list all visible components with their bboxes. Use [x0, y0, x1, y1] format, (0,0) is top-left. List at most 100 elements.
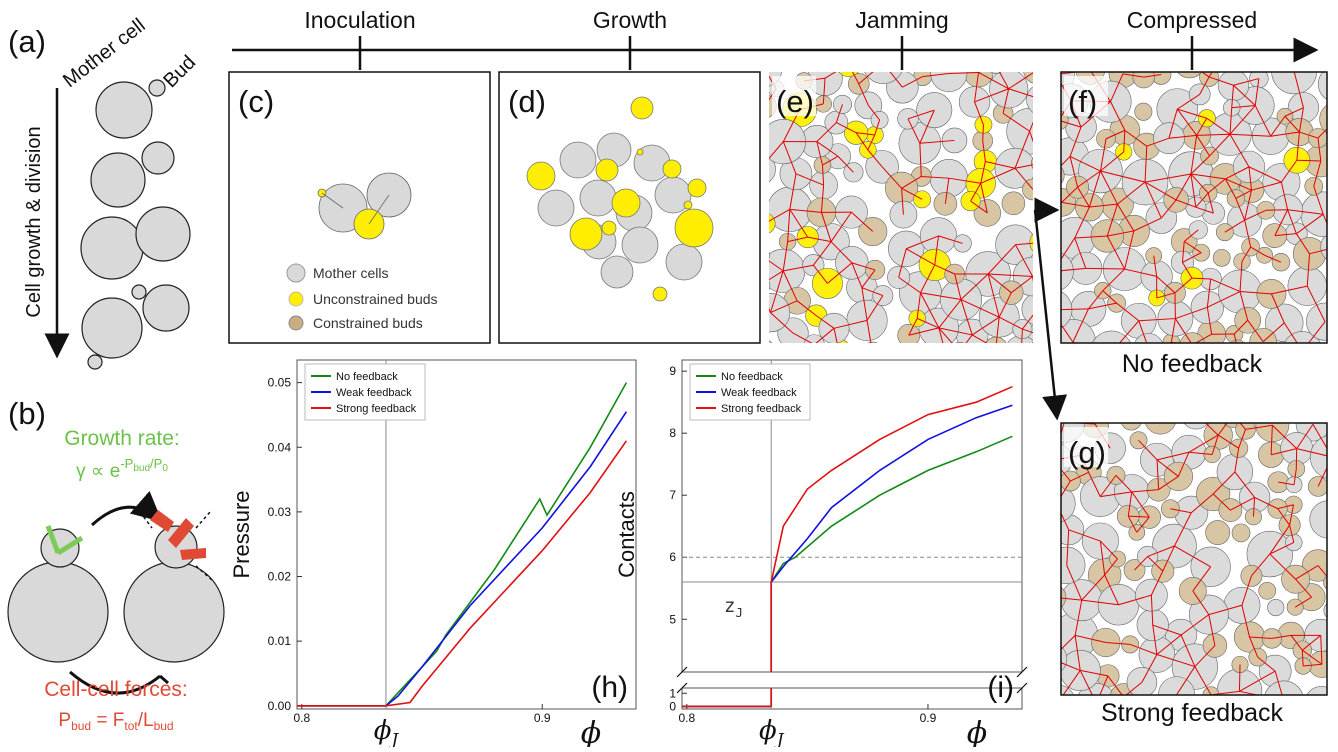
contact-edge	[1059, 701, 1096, 704]
cell	[804, 335, 824, 355]
legend-label: Strong feedback	[336, 403, 417, 415]
legend-swatch	[289, 316, 303, 330]
cell	[1268, 599, 1284, 615]
timeline-label: Growth	[593, 7, 667, 33]
panel-label: (g)	[1068, 435, 1106, 470]
formula-part: P	[58, 710, 71, 731]
mother-cell-label: Mother cell	[59, 14, 150, 92]
contact-edge	[1284, 701, 1322, 703]
cell	[1135, 103, 1152, 120]
formula-part: /L	[138, 710, 154, 731]
x-axis-label: ϕ	[581, 716, 601, 747]
legend-label: Weak feedback	[336, 387, 412, 399]
formula-part: = F	[91, 710, 124, 731]
cell	[612, 189, 640, 217]
cell	[863, 43, 904, 84]
x-tick-label: 0.9	[534, 711, 551, 725]
cell	[684, 201, 692, 209]
cell	[959, 87, 990, 118]
y-tick-label: 0.00	[268, 699, 292, 713]
cell	[601, 256, 633, 288]
legend-label: Weak feedback	[721, 387, 797, 399]
timeline-label: Jamming	[855, 7, 948, 33]
legend-label: Mother cells	[313, 265, 388, 281]
panel-label: (e)	[776, 84, 814, 119]
cell	[984, 337, 1007, 360]
cell	[1030, 230, 1056, 256]
panel-label: (d)	[508, 84, 546, 119]
contact-edge	[849, 63, 884, 64]
contact-edge	[978, 66, 995, 73]
formula-part: /P	[150, 456, 162, 471]
cell	[688, 179, 706, 197]
y-tick-label: 0.04	[268, 440, 292, 454]
cell	[1002, 192, 1025, 215]
y-tick-label: 6	[669, 550, 676, 564]
cell	[1204, 446, 1221, 463]
legend-label: No feedback	[336, 371, 398, 383]
cell	[1232, 524, 1250, 542]
contact-edge	[996, 348, 1021, 351]
contact-edge	[1266, 210, 1288, 211]
cell	[1145, 403, 1177, 435]
cell	[631, 97, 653, 119]
panel-label: (f)	[1068, 84, 1097, 119]
cell	[560, 142, 596, 178]
cell	[596, 159, 618, 181]
cell	[637, 149, 643, 155]
cell-sequence	[81, 80, 190, 369]
contact-edge	[1038, 309, 1042, 336]
x-tick-label: 0.8	[293, 711, 310, 725]
cell	[653, 287, 667, 301]
cell	[1206, 520, 1230, 544]
cell	[1208, 55, 1226, 73]
y-tick-label: 1	[669, 686, 676, 700]
cell	[1028, 322, 1056, 350]
axis-annotation: ϕJ	[374, 716, 400, 747]
cell	[1213, 249, 1230, 266]
formula-part: tot	[124, 719, 138, 733]
formula-part: bud	[154, 719, 174, 733]
panel-caption: No feedback	[1122, 350, 1263, 378]
y-tick-label: 0	[669, 699, 676, 713]
annotation-main: ϕ	[374, 716, 392, 746]
feedback-arrow	[92, 507, 160, 525]
cell	[663, 160, 681, 178]
y-tick-label: 9	[669, 364, 676, 378]
y-tick-label: 8	[669, 426, 676, 440]
y-tick-label: 0.02	[268, 570, 292, 584]
legend-label: Unconstrained buds	[313, 291, 438, 307]
cell	[538, 190, 574, 226]
cell	[937, 343, 953, 359]
cell	[1175, 48, 1205, 78]
growth-title: Growth rate:	[64, 427, 180, 450]
cell	[580, 180, 616, 216]
series-line	[771, 405, 1012, 582]
timeline-label: Compressed	[1127, 7, 1257, 33]
formula-part: bud	[71, 719, 91, 733]
series-line	[297, 412, 626, 706]
cell	[1318, 66, 1338, 103]
axis-annotation: zJ	[724, 595, 743, 620]
cell	[1031, 154, 1050, 173]
contact-edge	[1239, 664, 1240, 691]
contact-edge	[1052, 175, 1062, 202]
formula-part: γ ∝ e	[76, 461, 120, 482]
annotation-main: z	[724, 595, 735, 617]
contact-edge	[1033, 276, 1038, 309]
cell	[862, 342, 884, 364]
growth-formula: γ ∝ e-Pbud/P0	[76, 456, 168, 482]
panel-label: (c)	[238, 84, 274, 119]
legend-label: Strong feedback	[721, 403, 802, 415]
formula-part: bud	[133, 463, 150, 474]
timeline-ticks	[360, 36, 1192, 70]
cell	[836, 51, 861, 76]
cell	[950, 342, 969, 361]
timeline-label: Inoculation	[304, 7, 415, 33]
panel-label: (a)	[8, 24, 46, 59]
x-tick-label: 0.9	[920, 711, 937, 725]
cell	[1041, 585, 1066, 610]
x-tick-label: 0.8	[678, 711, 695, 725]
y-tick-label: 7	[669, 488, 676, 502]
